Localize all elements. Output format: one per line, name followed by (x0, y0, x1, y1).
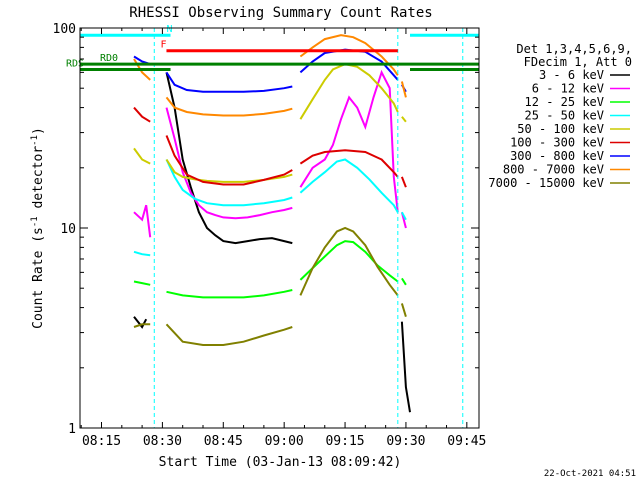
x-tick-label: 08:45 (204, 434, 243, 449)
y-tick-label: 10 (60, 222, 76, 237)
series-line-50-100-kev (165, 158, 293, 183)
y-axis-label-tail: ) (31, 127, 46, 135)
y-axis-label-superscript: -1 (30, 216, 40, 227)
series-line-6-12-kev (299, 69, 399, 213)
x-tick-label: 09:30 (386, 434, 425, 449)
series-line-6-12-kev (133, 204, 152, 238)
status-bar-label-rds: RDS (66, 59, 84, 70)
series-800-7000-kev (133, 34, 407, 117)
x-tick-label: 08:15 (82, 434, 121, 449)
series-line-7000-15000-kev (299, 226, 399, 297)
x-tick-label: 09:45 (447, 434, 486, 449)
status-bar-label-rd0: RD0 (100, 53, 118, 64)
y-axis-label-main: Count Rate (s (31, 227, 46, 329)
status-bar-label-f: F (160, 40, 166, 51)
series-25-50-kev (133, 158, 407, 257)
y-axis: 1 10 100 (53, 22, 479, 437)
series-line-12-25-kev (166, 289, 293, 299)
series-line-12-25-kev (299, 240, 399, 283)
series-line-50-100-kev (133, 147, 151, 165)
x-tick-label: 09:15 (325, 434, 364, 449)
legend-label-100-300-kev: 100 - 300 keV (510, 136, 604, 150)
series-line-6-12-kev (165, 107, 293, 220)
legend: Det 1,3,4,5,6,9, FDecim 1, Att 0 3 - 6 k… (488, 42, 632, 190)
legend-label-300-800-kev: 300 - 800 keV (510, 149, 604, 163)
series-3-6-kev (133, 72, 411, 413)
chart-title: RHESSI Observing Summary Count Rates (129, 5, 432, 21)
series-line-7000-15000-kev (133, 323, 151, 328)
y-tick-label: 1 (68, 422, 76, 437)
legend-label-12-25-kev: 12 - 25 keV (525, 95, 604, 109)
series-line-100-300-kev (400, 176, 407, 188)
series-line-25-50-kev (401, 211, 407, 221)
series-line-50-100-kev (401, 116, 407, 123)
legend-header-line-2: FDecim 1, Att 0 (524, 55, 632, 69)
y-axis-label: Count Rate (s-1 detector-1) (30, 127, 46, 329)
legend-header-line-1: Det 1,3,4,5,6,9, (516, 42, 632, 56)
series-line-100-300-kev (165, 135, 293, 186)
x-axis-label: Start Time (03-Jan-13 08:09:42) (159, 455, 402, 470)
series-7000-15000-kev (133, 226, 407, 346)
legend-label-800-7000-kev: 800 - 7000 keV (503, 163, 604, 177)
y-axis-label-middle: detector (31, 146, 46, 217)
x-axis: 08:15 08:30 08:45 09:00 09:15 09:30 09:45 (80, 28, 486, 449)
series-line-3-6-kev (133, 316, 148, 329)
x-tick-label: 09:00 (265, 434, 304, 449)
series-layer (133, 34, 411, 413)
legend-label-3-6-kev: 3 - 6 keV (539, 68, 604, 82)
legend-label-50-100-kev: 50 - 100 keV (517, 122, 604, 136)
y-tick-label: 100 (53, 22, 76, 37)
series-line-12-25-kev (133, 280, 151, 286)
status-bar-label-n: N (167, 24, 173, 35)
series-line-800-7000-kev (165, 96, 293, 117)
series-12-25-kev (133, 240, 407, 299)
series-line-800-7000-kev (400, 81, 407, 98)
legend-label-25-50-kev: 25 - 50 keV (525, 109, 604, 123)
footer-timestamp: 22-Oct-2021 04:51 (544, 469, 636, 479)
x-tick-label: 08:30 (143, 434, 182, 449)
series-line-7000-15000-kev (165, 323, 293, 346)
status-bar-layer: NF RD0 RDS (66, 24, 479, 428)
series-line-3-6-kev (165, 72, 293, 245)
y-axis-label-superscript-2: -1 (30, 135, 40, 146)
series-line-300-800-kev (165, 71, 293, 93)
series-line-3-6-kev (400, 321, 411, 413)
series-line-100-300-kev (299, 149, 399, 178)
series-100-300-kev (133, 106, 407, 188)
legend-label-6-12-kev: 6 - 12 keV (532, 82, 604, 96)
series-line-800-7000-kev (299, 34, 399, 76)
series-50-100-kev (133, 63, 407, 183)
series-line-12-25-kev (401, 277, 407, 286)
series-line-25-50-kev (299, 158, 399, 213)
series-line-7000-15000-kev (400, 303, 407, 317)
series-line-50-100-kev (299, 63, 399, 120)
series-line-25-50-kev (133, 250, 151, 257)
series-300-800-kev (133, 48, 407, 93)
series-line-100-300-kev (133, 106, 151, 123)
legend-label-7000-15000-kev: 7000 - 15000 keV (488, 176, 604, 190)
series-line-25-50-kev (165, 159, 293, 207)
